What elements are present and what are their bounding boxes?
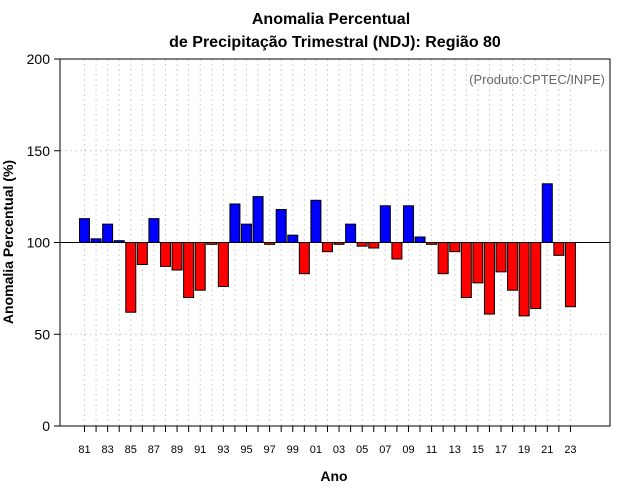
product-credit: (Produto:CPTEC/INPE) bbox=[469, 72, 605, 87]
bar-89 bbox=[171, 242, 183, 271]
grid-lines bbox=[60, 59, 610, 426]
x-tick-label: 11 bbox=[426, 444, 437, 456]
x-tick-label: 09 bbox=[402, 444, 414, 456]
bar-99 bbox=[287, 234, 299, 244]
bar-13 bbox=[449, 242, 461, 253]
bar-16 bbox=[483, 242, 495, 315]
bar-98 bbox=[275, 208, 287, 243]
bar-10 bbox=[414, 236, 426, 243]
y-axis-title: Anomalia Percentual (%) bbox=[0, 160, 16, 324]
bar-22 bbox=[553, 242, 565, 256]
bar-02 bbox=[321, 242, 333, 253]
bar-93 bbox=[217, 242, 229, 288]
bar-83 bbox=[102, 223, 114, 243]
x-tick-label: 23 bbox=[564, 444, 576, 456]
bar-20 bbox=[530, 242, 542, 310]
x-tick-label: 87 bbox=[148, 444, 160, 456]
bar-07 bbox=[379, 205, 391, 244]
x-tick-label: 97 bbox=[263, 444, 275, 456]
x-tick-label: 19 bbox=[518, 444, 530, 456]
x-tick-label: 85 bbox=[125, 444, 137, 456]
x-axis-title: Ano bbox=[320, 468, 347, 484]
bar-14 bbox=[460, 242, 472, 299]
x-tick-label: 13 bbox=[449, 444, 461, 456]
bar-05 bbox=[356, 242, 368, 247]
x-tick-label: 17 bbox=[495, 444, 507, 456]
bar-91 bbox=[194, 242, 206, 291]
x-tick-label: 01 bbox=[310, 444, 322, 456]
bar-85 bbox=[125, 242, 137, 313]
bar-23 bbox=[564, 242, 576, 308]
bar-12 bbox=[437, 242, 449, 275]
bar-82 bbox=[90, 238, 102, 244]
x-tick-label: 81 bbox=[78, 444, 90, 456]
y-tick-label: 150 bbox=[27, 143, 51, 159]
bar-95 bbox=[240, 223, 252, 243]
bar-06 bbox=[368, 242, 380, 249]
bar-18 bbox=[507, 242, 519, 291]
bar-17 bbox=[495, 242, 507, 273]
bar-96 bbox=[252, 196, 264, 243]
x-tick-label: 99 bbox=[287, 444, 299, 456]
x-tick-label: 95 bbox=[240, 444, 252, 456]
y-tick-label: 0 bbox=[42, 418, 50, 434]
bar-21 bbox=[541, 183, 553, 243]
x-tick-label: 15 bbox=[472, 444, 484, 456]
y-tick-label: 100 bbox=[27, 235, 51, 251]
x-tick-label: 91 bbox=[194, 444, 206, 456]
bar-09 bbox=[402, 205, 414, 244]
x-tick-label: 07 bbox=[379, 444, 391, 456]
bar-04 bbox=[345, 223, 357, 243]
x-tick-label: 03 bbox=[333, 444, 345, 456]
x-tick-label: 93 bbox=[217, 444, 229, 456]
bar-00 bbox=[298, 242, 310, 275]
bar-88 bbox=[159, 242, 171, 267]
bar-08 bbox=[391, 242, 403, 260]
chart-title-line-1: Anomalia Percentual bbox=[252, 11, 410, 28]
x-axis: 81 83 85 87 89 91 93 95 97 99 01 03 05 07 09 11 13 15 17 19… bbox=[78, 426, 577, 456]
bar-01 bbox=[310, 199, 322, 243]
y-tick-label: 50 bbox=[34, 326, 50, 342]
bars bbox=[79, 183, 576, 317]
bar-86 bbox=[136, 242, 148, 266]
bar-87 bbox=[148, 218, 160, 244]
x-tick-label: 83 bbox=[102, 444, 114, 456]
bar-15 bbox=[472, 242, 484, 284]
x-tick-label: 05 bbox=[356, 444, 368, 456]
y-tick-label: 200 bbox=[27, 51, 51, 67]
y-axis: 0 50 100 150 200 bbox=[27, 51, 60, 434]
chart-title-line-2: de Precipitação Trimestral (NDJ): Região… bbox=[169, 34, 501, 51]
bar-90 bbox=[183, 242, 195, 299]
bar-94 bbox=[229, 203, 241, 243]
x-tick-label: 21 bbox=[541, 444, 553, 456]
bar-19 bbox=[518, 242, 530, 317]
bar-81 bbox=[79, 218, 90, 244]
x-tick-label: 89 bbox=[171, 444, 183, 456]
